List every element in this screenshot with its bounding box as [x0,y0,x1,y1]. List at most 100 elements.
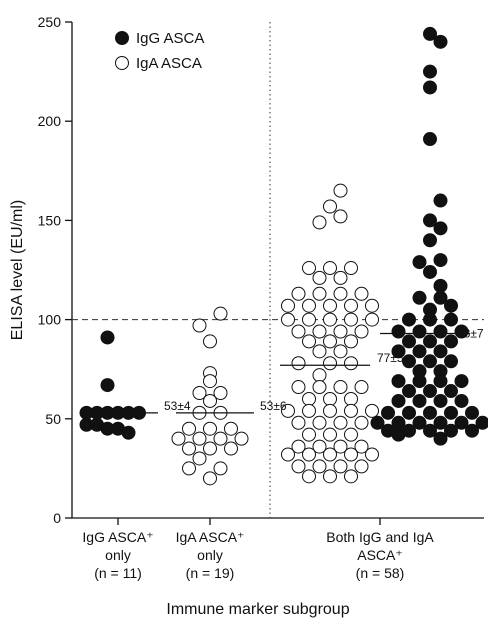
igg-point [433,193,448,208]
iga-point [192,451,207,466]
category-label: ASCA⁺ [357,547,403,563]
data-points [79,26,488,486]
igg-point [412,374,427,389]
category-label: (n = 19) [186,565,235,581]
igg-point [444,384,458,399]
iga-point [333,286,348,301]
iga-point [192,431,207,446]
iga-point [213,386,228,401]
igg-point [412,324,427,339]
iga-point [302,334,316,349]
iga-point [323,356,337,371]
igg-point [433,290,448,305]
igg-point [433,34,448,49]
iga-point [302,261,316,276]
iga-point [333,439,348,454]
iga-point [182,461,196,476]
iga-point [302,469,316,484]
iga-point [302,298,316,313]
y-tick-label: 100 [38,312,62,328]
iga-point [192,318,207,333]
iga-point [323,261,337,276]
iga-point [234,431,249,446]
iga-point [291,324,306,339]
igg-point [465,423,479,438]
igg-point [423,384,437,399]
iga-point [192,386,207,401]
category-label: IgA ASCA⁺ [176,529,245,545]
iga-point [281,403,295,418]
category-label: only [197,547,223,563]
iga-point [323,403,337,418]
iga-point [291,439,306,454]
mean-label: 93±7 [457,326,484,340]
iga-point [302,447,316,462]
iga-point [291,415,306,430]
iga-point [344,391,358,406]
igg-point [465,405,479,420]
iga-point [344,261,358,276]
igg-point [423,26,437,41]
category-label: Both IgG and IgA [326,529,434,545]
igg-point [381,405,395,420]
iga-point [344,356,358,371]
iga-point [323,334,337,349]
iga-point [333,209,348,224]
iga-point [365,447,379,462]
iga-point [323,447,337,462]
igg-point [444,354,458,369]
y-tick-label: 50 [45,411,61,427]
iga-point [323,298,337,313]
iga-point [333,324,348,339]
igg-point [444,312,458,327]
igg-point [412,290,427,305]
igg-point [402,354,416,369]
iga-point [291,356,306,371]
igg-point [454,415,469,430]
iga-point [224,421,238,436]
y-tick-label: 150 [38,212,62,228]
iga-point [312,215,327,230]
iga-point [312,270,327,285]
iga-point [354,380,369,395]
igg-point [423,233,437,248]
legend-label: IgA ASCA [136,55,202,72]
iga-point [182,421,196,436]
igg-point [423,213,437,228]
iga-point [344,447,358,462]
igg-point [423,312,437,327]
category-label: IgG ASCA⁺ [82,529,153,545]
legend-filled-marker [115,31,129,45]
iga-point [312,368,327,383]
iga-point [354,439,369,454]
iga-point [365,312,379,327]
iga-point [354,324,369,339]
iga-point [344,334,358,349]
axes: 0 50 100 150 200 250 [38,14,484,526]
y-tick-label: 250 [38,14,62,30]
igg-point [423,264,437,279]
igg-point [100,378,115,393]
igg-point [433,415,448,430]
igg-point [433,324,448,339]
iga-point [333,459,348,474]
iga-point [312,439,327,454]
mean-label: 77±5 [377,351,404,365]
iga-point [203,421,217,436]
iga-point [281,312,295,327]
iga-point [354,286,369,301]
iga-point [312,415,327,430]
igg-point [391,324,406,339]
igg-point [402,384,416,399]
igg-point [433,253,448,268]
igg-point [454,374,469,389]
igg-point [121,425,136,440]
igg-point [444,405,458,420]
iga-point [213,306,228,321]
mean-label: 53±4 [164,399,191,413]
legend-open-marker [115,56,129,70]
igg-point [454,393,469,408]
igg-point [444,298,458,313]
iga-point [365,298,379,313]
igg-point [423,334,437,349]
